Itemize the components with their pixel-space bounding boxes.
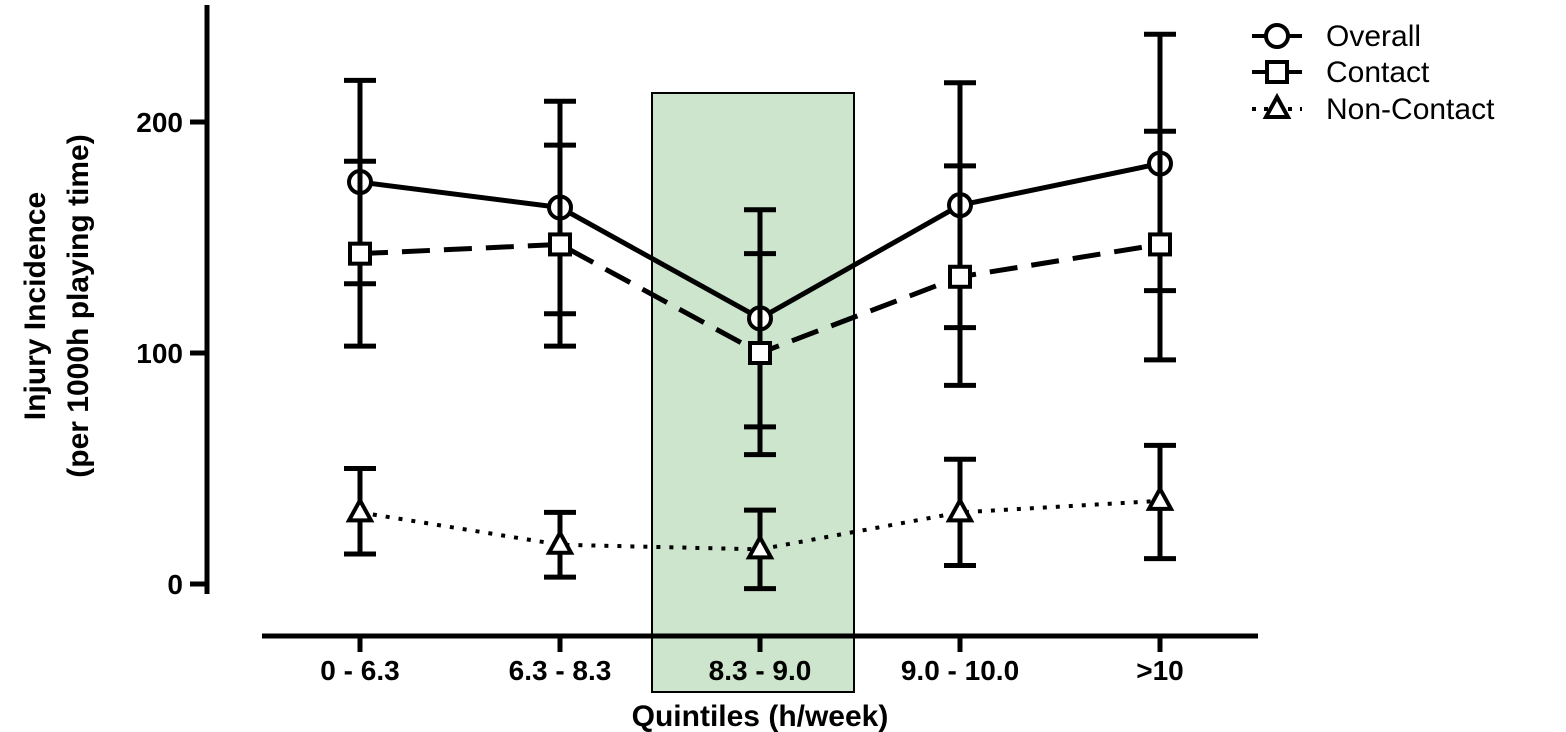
y-axis-title-line1: Injury Incidence xyxy=(19,192,52,420)
x-tick-label: 0 - 6.3 xyxy=(320,655,399,686)
data-point xyxy=(1148,232,1172,257)
legend-label: Contact xyxy=(1326,56,1430,89)
legend-label: Non-Contact xyxy=(1326,93,1495,126)
data-point xyxy=(548,232,572,257)
y-axis-title-line2: (per 1000h playing time) xyxy=(62,134,95,477)
data-point xyxy=(748,341,772,365)
data-point xyxy=(1145,484,1175,511)
x-tick-label: >10 xyxy=(1136,655,1184,686)
y-tick-label: 100 xyxy=(136,338,183,369)
y-axis: 0 100 200 xyxy=(136,5,210,600)
y-tick-label: 200 xyxy=(136,107,183,138)
x-axis: 0 - 6.3 6.3 - 8.3 8.3 - 9.0 9.0 - 10.0 >10 xyxy=(262,633,1258,686)
legend-item: Non-Contact xyxy=(1252,92,1495,126)
x-tick-label: 9.0 - 10.0 xyxy=(901,655,1019,686)
x-tick-label: 6.3 - 8.3 xyxy=(509,655,612,686)
data-point xyxy=(945,496,975,523)
legend-marker xyxy=(1265,60,1289,84)
legend-marker xyxy=(1262,92,1292,119)
legend-item: Contact xyxy=(1252,56,1430,89)
series-non-contact xyxy=(344,442,1176,592)
legend-marker xyxy=(1264,23,1290,49)
data-point xyxy=(545,528,575,555)
y-axis-title: Injury Incidence (per 1000h playing time… xyxy=(19,134,95,477)
data-point xyxy=(948,264,972,289)
series-contact xyxy=(344,128,1176,430)
data-point xyxy=(745,533,775,560)
legend-label: Overall xyxy=(1326,20,1421,53)
x-axis-title: Quintiles (h/week) xyxy=(632,700,889,732)
x-tick-label: 8.3 - 9.0 xyxy=(709,655,812,686)
series-layer xyxy=(344,31,1176,592)
highlight-band xyxy=(651,92,855,693)
data-point xyxy=(348,241,372,266)
data-point xyxy=(345,496,375,523)
legend-item: Overall xyxy=(1252,20,1421,53)
y-tick-label: 0 xyxy=(167,569,183,600)
